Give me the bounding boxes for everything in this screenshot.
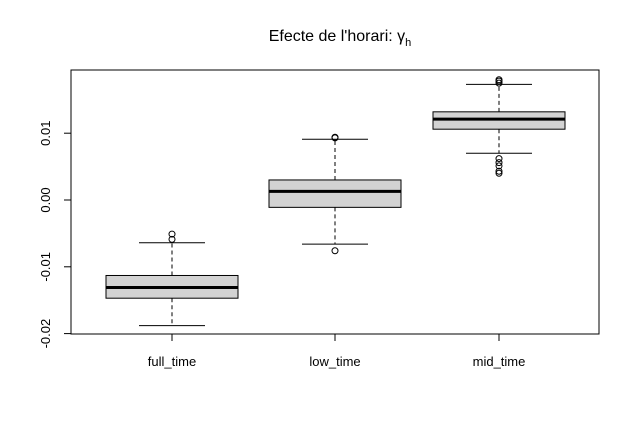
box-full_time [105,230,239,327]
y-axis: -0.02 -0.01 0.00 0.01 [38,121,72,349]
y-tick-label: -0.02 [38,319,53,349]
x-axis: full_time low_time mid_time [148,333,526,369]
y-tick-label: 0.00 [38,187,53,212]
chart-title-main: Efecte de l'horari: γ [269,28,405,45]
outlier-point [495,76,503,84]
outlier-point [495,155,503,163]
outlier-point [495,162,503,170]
outlier-point [168,230,176,238]
chart-title: Efecte de l'horari: γh [269,28,412,49]
outlier-point [495,167,503,175]
x-tick-label: mid_time [473,354,526,369]
x-tick-label: low_time [309,354,360,369]
box-low_time [268,133,402,255]
box-series [105,76,566,327]
outlier-point [495,169,503,177]
outlier-point [331,133,339,141]
x-tick-label: full_time [148,354,196,369]
outlier-point [168,235,176,243]
y-tick-label: 0.01 [38,121,53,146]
outlier-point [331,247,339,255]
y-tick-label: -0.01 [38,252,53,282]
chart-title-subscript: h [405,37,411,49]
iqr-box [268,179,402,208]
box-mid_time [432,76,566,177]
outlier-point [495,159,503,167]
outlier-point [495,79,503,87]
